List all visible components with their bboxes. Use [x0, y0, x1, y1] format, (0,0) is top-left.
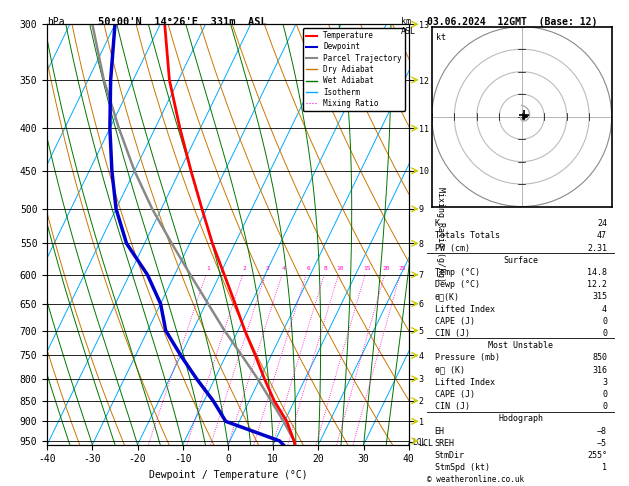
Text: CAPE (J): CAPE (J) — [435, 390, 475, 399]
Text: 0: 0 — [602, 390, 607, 399]
Text: Temp (°C): Temp (°C) — [435, 268, 479, 277]
Text: θᴇ (K): θᴇ (K) — [435, 365, 465, 375]
Text: PW (cm): PW (cm) — [435, 243, 470, 253]
Text: 14.8: 14.8 — [587, 268, 607, 277]
Text: 850: 850 — [592, 353, 607, 363]
Text: Totals Totals: Totals Totals — [435, 231, 499, 240]
Text: 24: 24 — [597, 219, 607, 228]
Text: 3: 3 — [602, 378, 607, 387]
Text: Lifted Index: Lifted Index — [435, 378, 494, 387]
Text: Hodograph: Hodograph — [498, 415, 543, 423]
Text: 4: 4 — [602, 305, 607, 313]
Text: 6: 6 — [306, 266, 310, 271]
Text: 20: 20 — [382, 266, 390, 271]
Text: 0: 0 — [602, 317, 607, 326]
Text: θᴇ(K): θᴇ(K) — [435, 293, 460, 301]
Text: 0: 0 — [602, 402, 607, 411]
Legend: Temperature, Dewpoint, Parcel Trajectory, Dry Adiabat, Wet Adiabat, Isotherm, Mi: Temperature, Dewpoint, Parcel Trajectory… — [303, 28, 405, 111]
Text: 2: 2 — [243, 266, 247, 271]
Text: K: K — [435, 219, 440, 228]
Text: CAPE (J): CAPE (J) — [435, 317, 475, 326]
Text: 4: 4 — [282, 266, 286, 271]
Text: 255°: 255° — [587, 451, 607, 460]
Text: hPa: hPa — [47, 17, 65, 27]
Text: Surface: Surface — [503, 256, 538, 265]
Text: StmSpd (kt): StmSpd (kt) — [435, 463, 489, 472]
Text: Dewp (°C): Dewp (°C) — [435, 280, 479, 289]
Text: 1: 1 — [206, 266, 210, 271]
Text: 15: 15 — [363, 266, 370, 271]
Text: 1: 1 — [602, 463, 607, 472]
Text: 2.31: 2.31 — [587, 243, 607, 253]
Text: LCL: LCL — [413, 437, 426, 447]
Y-axis label: Mixing Ratio (g/kg): Mixing Ratio (g/kg) — [436, 187, 445, 282]
Text: 3: 3 — [265, 266, 269, 271]
Text: kt: kt — [437, 33, 447, 42]
Text: © weatheronline.co.uk: © weatheronline.co.uk — [427, 474, 524, 484]
Text: Lifted Index: Lifted Index — [435, 305, 494, 313]
Text: 315: 315 — [592, 293, 607, 301]
Text: km
ASL: km ASL — [401, 17, 416, 36]
Text: 316: 316 — [592, 365, 607, 375]
X-axis label: Dewpoint / Temperature (°C): Dewpoint / Temperature (°C) — [148, 470, 308, 480]
Text: EH: EH — [435, 427, 445, 435]
Text: 47: 47 — [597, 231, 607, 240]
Text: CIN (J): CIN (J) — [435, 402, 470, 411]
Text: 03.06.2024  12GMT  (Base: 12): 03.06.2024 12GMT (Base: 12) — [427, 17, 598, 27]
Text: 0: 0 — [602, 329, 607, 338]
Text: 12.2: 12.2 — [587, 280, 607, 289]
Text: 25: 25 — [398, 266, 406, 271]
Text: Most Unstable: Most Unstable — [488, 341, 554, 350]
Text: 10: 10 — [337, 266, 344, 271]
Text: −5: −5 — [597, 439, 607, 448]
Text: −8: −8 — [597, 427, 607, 435]
Text: SREH: SREH — [435, 439, 455, 448]
Text: 50°00'N  14°26'E  331m  ASL: 50°00'N 14°26'E 331m ASL — [98, 17, 267, 27]
Text: 8: 8 — [324, 266, 328, 271]
Text: Pressure (mb): Pressure (mb) — [435, 353, 499, 363]
Text: CIN (J): CIN (J) — [435, 329, 470, 338]
Text: StmDir: StmDir — [435, 451, 465, 460]
